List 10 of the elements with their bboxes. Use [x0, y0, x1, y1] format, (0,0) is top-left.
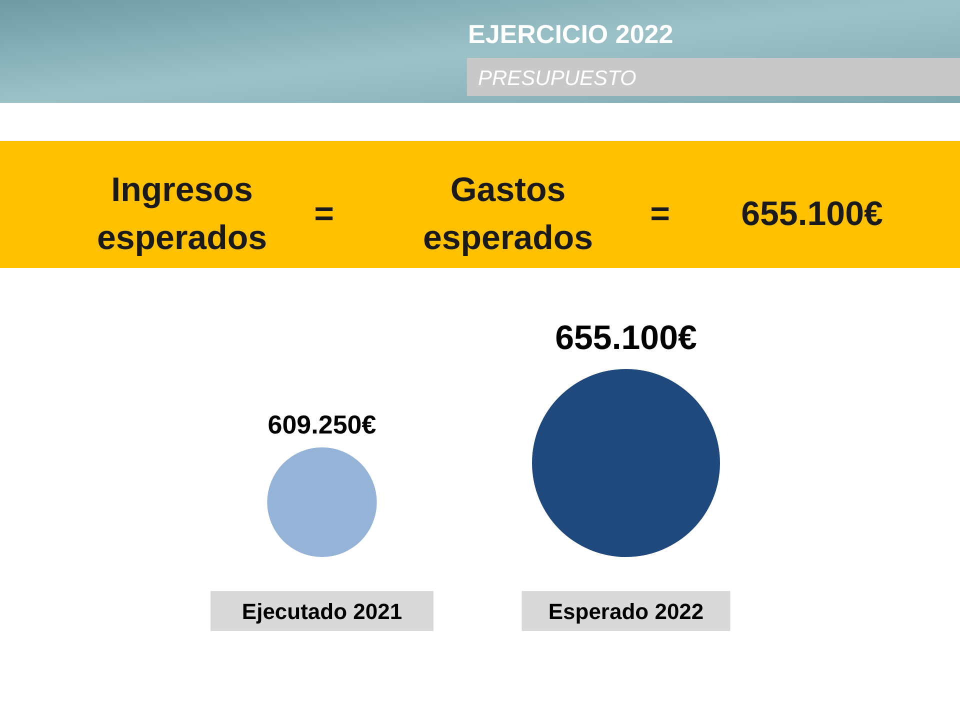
chart-title: EJERCICIO 2022	[468, 19, 674, 49]
text: Ingresos esperados	[96, 171, 268, 257]
text: =	[314, 195, 334, 233]
x-tick-label: Esperado 2022	[548, 599, 704, 624]
data-label: 609.250€	[268, 409, 376, 440]
text: Gastos esperados	[422, 171, 594, 257]
text: =	[650, 195, 670, 233]
x-tick-label: Ejecutado 2021	[242, 599, 402, 624]
text: 655.100€	[741, 195, 883, 233]
data-label: 655.100€	[555, 319, 697, 357]
